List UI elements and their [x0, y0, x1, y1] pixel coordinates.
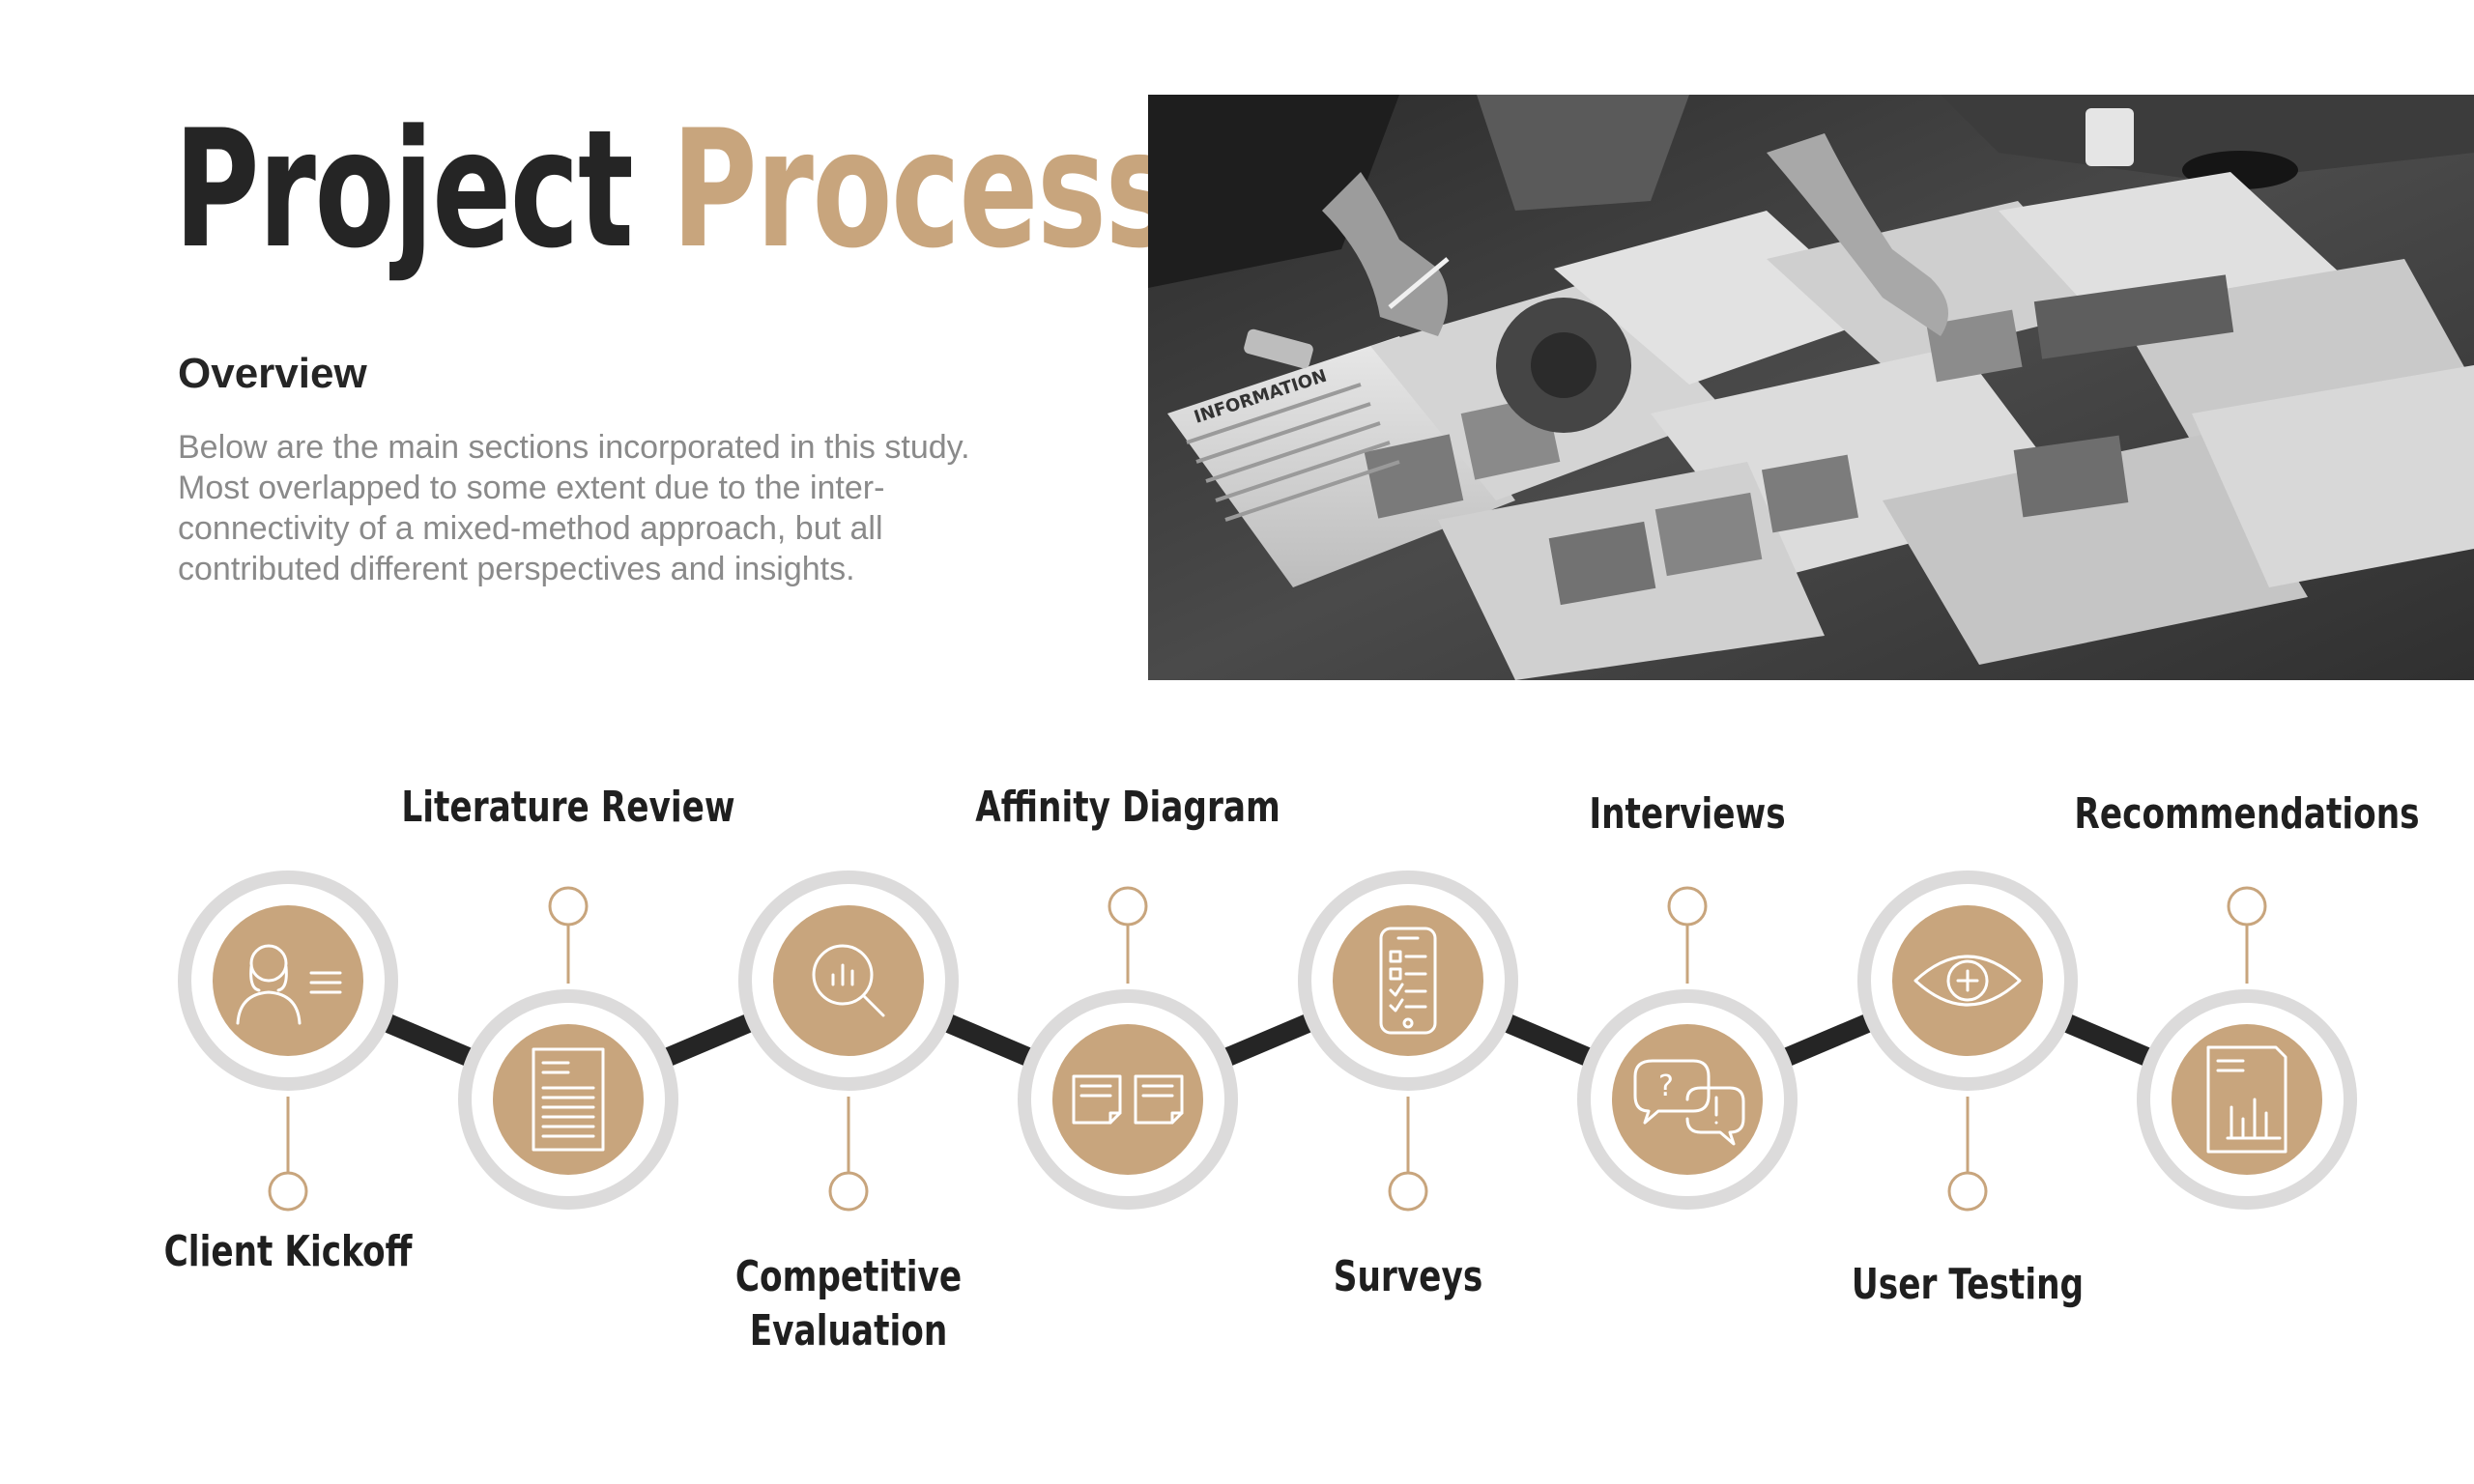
overview-text: Below are the main sections incorporated…: [178, 429, 970, 587]
step-label: Literature Review: [401, 783, 735, 832]
node-fill: [493, 1024, 644, 1175]
node-fill: [213, 905, 363, 1056]
pin-dot: [1388, 1171, 1428, 1212]
pin-dot: [1947, 1171, 1988, 1212]
pin-dot: [1667, 886, 1708, 927]
step-node: [2137, 989, 2357, 1210]
step-label: Surveys: [1333, 1252, 1483, 1301]
pin-dot: [548, 886, 589, 927]
step-node: [1857, 870, 2078, 1091]
pin-dot: [1108, 886, 1148, 927]
step-label: User Testing: [1851, 1260, 2085, 1309]
pin-dot: [2227, 886, 2267, 927]
report-chart-icon: [2206, 1045, 2287, 1154]
magnify-chart-icon: [812, 944, 885, 1017]
node-fill: [773, 905, 924, 1056]
step-label: Affinity Diagram: [975, 783, 1280, 832]
overview-heading: Overview: [178, 350, 367, 397]
page-title: Project Process: [174, 108, 1175, 271]
node-fill: [1333, 905, 1483, 1056]
step-node: [178, 870, 398, 1091]
pin-dot: [828, 1171, 869, 1212]
node-fill: [1052, 1024, 1203, 1175]
photo-illustration: INFORMATION: [1148, 95, 2474, 680]
eye-icon: [1913, 955, 2022, 1007]
step-label: Recommendations: [2074, 789, 2420, 839]
sticky-notes-icon: [1072, 1074, 1184, 1125]
document-icon: [532, 1047, 605, 1152]
title-part-dark: Project: [174, 95, 634, 284]
svg-text:?: ?: [1658, 1070, 1674, 1103]
step-label: Interviews: [1589, 789, 1786, 839]
chat-bubbles-icon: ?: [1633, 1059, 1745, 1146]
step-node: [738, 870, 959, 1091]
person-profile-icon: [236, 944, 342, 1025]
phone-checklist-icon: [1379, 927, 1437, 1035]
step-node: [458, 989, 678, 1210]
title-part-accent: Process: [672, 95, 1175, 284]
step-label: Client Kickoff: [163, 1227, 413, 1276]
step-node: [1018, 989, 1238, 1210]
step-node: [1298, 870, 1518, 1091]
step-node: ?: [1577, 989, 1798, 1210]
team-meeting-photo: INFORMATION: [1148, 95, 2474, 680]
pin-dot: [268, 1171, 308, 1212]
step-label: Competitive Evaluation: [734, 1252, 963, 1356]
